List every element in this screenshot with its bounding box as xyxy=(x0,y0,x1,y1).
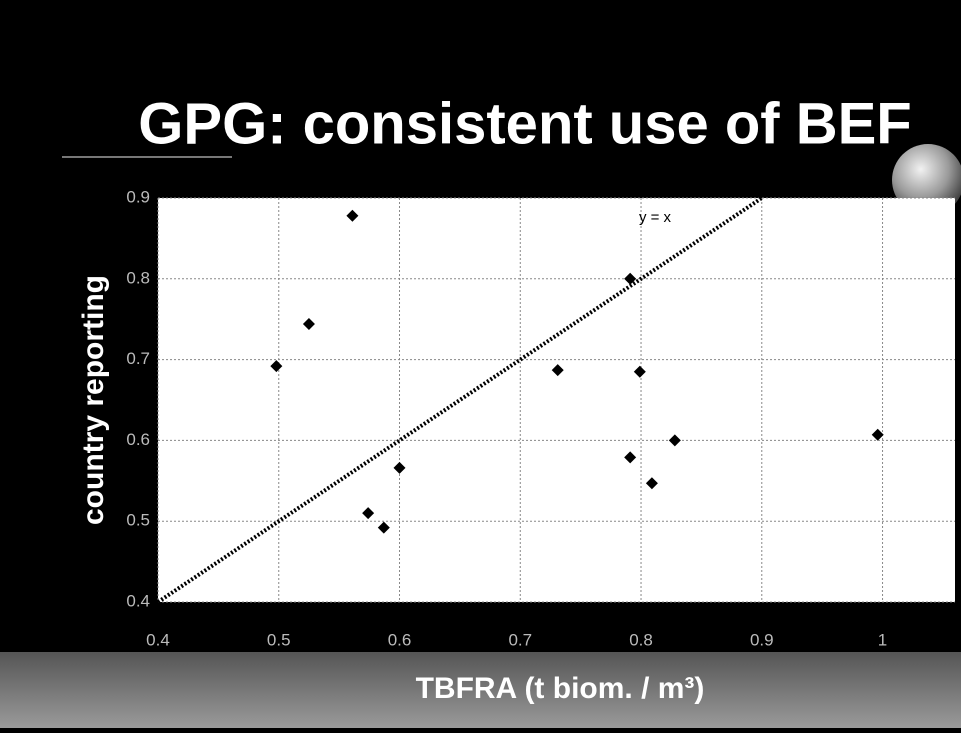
data-point xyxy=(645,477,658,490)
x-tick-label: 1 xyxy=(878,630,887,649)
reference-line xyxy=(156,196,763,604)
x-tick-label: 0.4 xyxy=(146,630,170,649)
y-tick-label: 0.9 xyxy=(126,187,150,206)
y-tick-label: 0.4 xyxy=(126,591,150,610)
data-point xyxy=(302,318,315,331)
data-point xyxy=(624,451,637,464)
y-tick-label: 0.7 xyxy=(126,349,150,368)
y-tick-label: 0.5 xyxy=(126,511,150,530)
data-point xyxy=(551,364,564,377)
data-point xyxy=(624,272,637,285)
reference-line-label: y = x xyxy=(639,209,672,226)
data-point xyxy=(871,428,884,441)
slide-title: GPG: consistent use of BEF xyxy=(138,91,911,156)
x-axis-label: TBFRA (t biom. / m³) xyxy=(416,672,705,705)
plot-area xyxy=(158,198,955,602)
y-tick-label: 0.6 xyxy=(126,430,150,449)
data-point xyxy=(270,360,283,373)
data-point xyxy=(362,507,375,520)
y-axis-label: country reporting xyxy=(77,275,110,525)
data-point xyxy=(633,365,646,378)
data-point xyxy=(377,521,390,534)
ground-band xyxy=(0,652,961,728)
x-tick-label: 0.9 xyxy=(750,630,774,649)
x-tick-label: 0.5 xyxy=(267,630,291,649)
y-tick-label: 0.8 xyxy=(126,268,150,287)
data-point xyxy=(393,461,406,474)
x-tick-label: 0.8 xyxy=(629,630,653,649)
data-point xyxy=(668,434,681,447)
x-tick-label: 0.6 xyxy=(388,630,412,649)
x-tick-label: 0.7 xyxy=(508,630,532,649)
data-point xyxy=(346,209,359,222)
